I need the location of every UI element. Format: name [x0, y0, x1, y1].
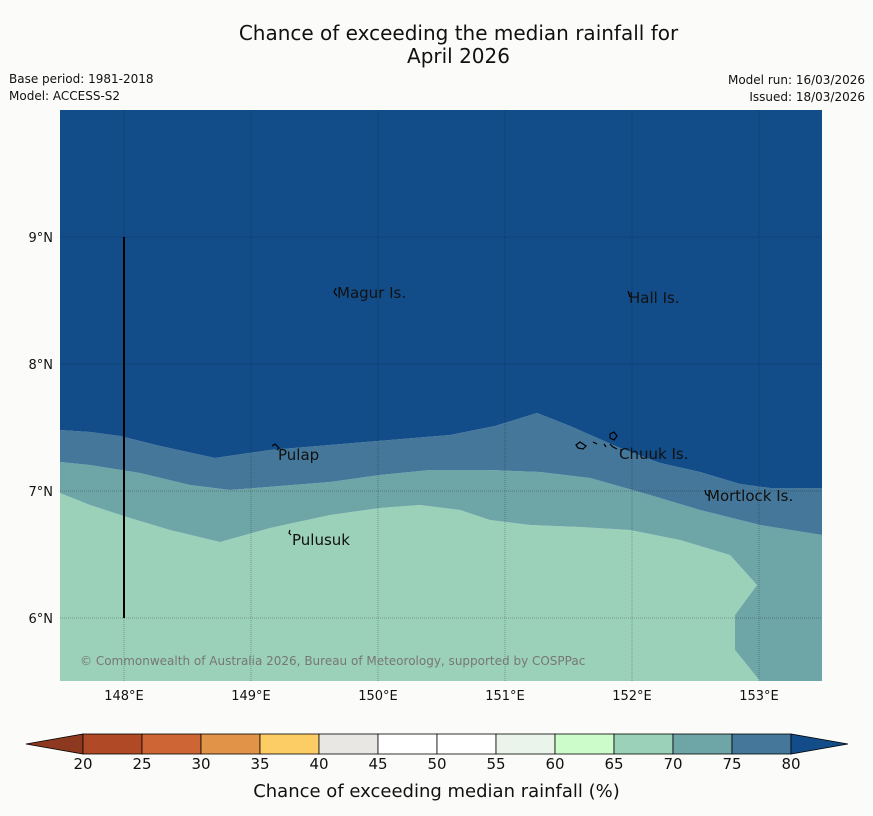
map-panel: Magur Is. Hall Is. Pulap Chuuk Is. Mortl…	[60, 110, 822, 681]
colorbar-segment	[377, 733, 438, 755]
band-over-80	[60, 110, 822, 488]
place-label-chuuk: Chuuk Is.	[619, 445, 688, 463]
graticule	[60, 110, 822, 681]
colorbar-tick-label: 30	[191, 755, 211, 773]
colorbar-tick-label: 20	[73, 755, 93, 773]
magur-island-shape	[333, 287, 338, 297]
colorbar-segment	[200, 733, 261, 755]
chuuk-island-shape	[575, 431, 622, 452]
colorbar-tick-label: 25	[132, 755, 152, 773]
colorbar-tick-label: 35	[250, 755, 270, 773]
place-label-hall: Hall Is.	[629, 289, 680, 307]
copyright-notice: © Commonwealth of Australia 2026, Bureau…	[80, 654, 585, 668]
meta-left: Base period: 1981-2018 Model: ACCESS-S2	[9, 71, 154, 105]
colorbar-segment	[259, 733, 320, 755]
lon-label: 153°E	[739, 689, 779, 704]
lat-label: 7°N	[29, 485, 54, 500]
colorbar-tick-label: 55	[486, 755, 506, 773]
lat-label: 9°N	[29, 231, 54, 246]
colorbar-segment	[318, 733, 379, 755]
island-outlines	[271, 287, 710, 536]
colorbar-tick-label: 60	[545, 755, 565, 773]
lat-label: 6°N	[29, 612, 54, 627]
lat-axis-labels: 9°N 8°N 7°N 6°N	[29, 231, 54, 627]
colorbar-tick-label: 80	[781, 755, 801, 773]
colorbar-tick-label: 40	[309, 755, 329, 773]
title-line-2: April 2026	[407, 44, 510, 68]
place-label-mortlock: Mortlock Is.	[707, 487, 793, 505]
lon-label: 151°E	[485, 689, 525, 704]
colorbar-segment	[554, 733, 615, 755]
pulap-island-shape	[271, 443, 280, 451]
colorbar-segment	[731, 733, 792, 755]
map-title: Chance of exceeding the median rainfall …	[0, 22, 873, 68]
colorbar-over-arrow	[790, 733, 849, 755]
colorbar-label: Chance of exceeding median rainfall (%)	[253, 781, 620, 802]
model-name: Model: ACCESS-S2	[9, 89, 121, 103]
model-run: Model run: 16/03/2026	[727, 73, 865, 87]
band-80-plus	[60, 413, 822, 535]
lon-label: 149°E	[231, 689, 271, 704]
lon-axis-labels: 148°E 149°E 150°E 151°E 152°E 153°E	[104, 689, 779, 704]
lon-label: 148°E	[104, 689, 144, 704]
lon-label: 152°E	[612, 689, 652, 704]
mortlock-island-shape	[704, 489, 710, 497]
colorbar	[25, 733, 849, 755]
colorbar-segment	[672, 733, 733, 755]
colorbar-segment	[613, 733, 674, 755]
colorbar-segment	[436, 733, 497, 755]
colorbar-tick-label: 50	[427, 755, 447, 773]
title-line-1: Chance of exceeding the median rainfall …	[238, 21, 679, 45]
colorbar-tick-label: 70	[663, 755, 683, 773]
base-period: Base period: 1981-2018	[9, 72, 154, 86]
colorbar-tick-label: 45	[368, 755, 388, 773]
lon-label: 150°E	[358, 689, 398, 704]
hall-island-shape	[627, 290, 631, 298]
band-75-80	[60, 462, 822, 681]
colorbar-tick-label: 75	[722, 755, 742, 773]
place-label-pulap: Pulap	[278, 446, 319, 464]
colorbar-segment	[141, 733, 202, 755]
pulusuk-island-shape	[288, 529, 292, 536]
lat-label: 8°N	[29, 358, 54, 373]
issued-date: Issued: 18/03/2026	[749, 90, 865, 104]
colorbar-tick-label: 65	[604, 755, 624, 773]
place-label-magur: Magur Is.	[337, 284, 406, 302]
colorbar-segment	[82, 733, 143, 755]
band-70-75	[60, 493, 760, 681]
place-label-pulusuk: Pulusuk	[292, 531, 350, 549]
colorbar-under-arrow	[25, 733, 84, 755]
meta-right: Model run: 16/03/2026 Issued: 18/03/2026	[728, 72, 865, 106]
colorbar-segment	[495, 733, 556, 755]
